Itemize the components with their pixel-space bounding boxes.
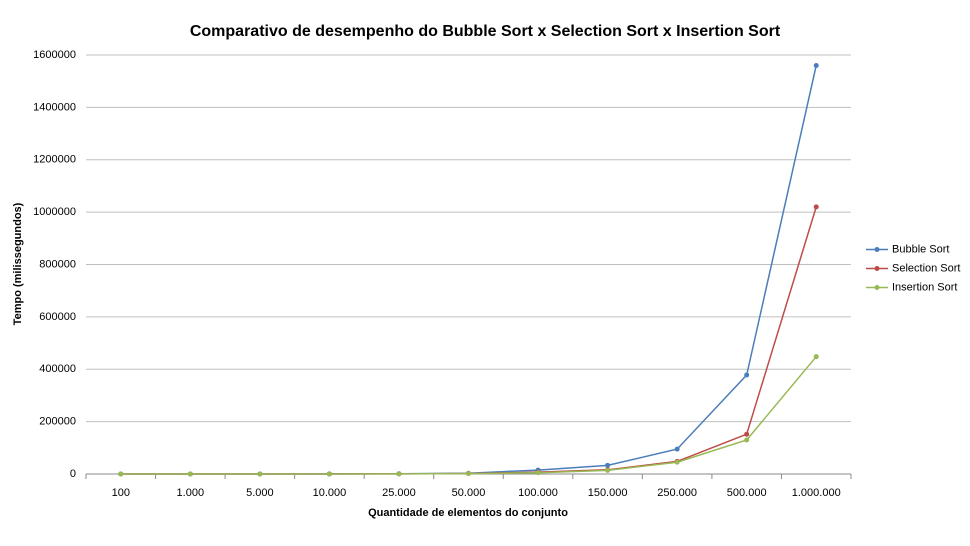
point <box>744 437 750 443</box>
x-tick-label: 100.000 <box>518 487 558 499</box>
point <box>187 471 193 477</box>
point <box>744 372 750 378</box>
point <box>744 431 750 437</box>
y-tick-label: 1200000 <box>33 154 76 166</box>
chart-title: Comparativo de desempenho do Bubble Sort… <box>190 23 781 40</box>
y-tick-label: 200000 <box>39 416 76 428</box>
legend-marker <box>874 266 880 271</box>
y-tick-label: 400000 <box>39 363 76 375</box>
point <box>674 446 680 452</box>
y-tick-label: 800000 <box>39 258 76 270</box>
point <box>605 467 611 473</box>
y-axis-title: Tempo (milissegundos) <box>12 202 24 325</box>
legend-marker <box>874 285 880 290</box>
legend-label: Selection Sort <box>892 262 960 274</box>
point <box>535 470 541 476</box>
x-tick-label: 150.000 <box>588 487 628 499</box>
point <box>605 462 611 468</box>
y-tick-label: 600000 <box>39 311 76 323</box>
x-tick-label: 50.000 <box>452 487 486 499</box>
x-tick-label: 500.000 <box>727 487 767 499</box>
point <box>813 204 819 210</box>
point <box>813 354 819 360</box>
point <box>396 471 402 477</box>
y-tick-label: 0 <box>70 468 76 480</box>
x-tick-label: 100 <box>112 487 130 499</box>
legend-label: Insertion Sort <box>892 281 957 293</box>
legend-marker <box>874 247 880 252</box>
point <box>813 62 819 68</box>
point <box>257 471 263 477</box>
x-axis-title: Quantidade de elementos do conjunto <box>368 507 568 519</box>
point <box>466 471 471 477</box>
legend-label: Bubble Sort <box>892 243 949 255</box>
y-tick-label: 1400000 <box>33 101 76 113</box>
point <box>674 459 680 465</box>
x-tick-label: 5.000 <box>246 487 274 499</box>
x-tick-label: 10.000 <box>313 487 347 499</box>
x-tick-label: 1.000.000 <box>792 487 841 499</box>
y-tick-label: 1600000 <box>33 49 76 61</box>
point <box>118 471 124 477</box>
x-tick-label: 250.000 <box>657 487 697 499</box>
x-tick-label: 1.000 <box>177 487 205 499</box>
x-tick-label: 25.000 <box>382 487 416 499</box>
y-tick-label: 1000000 <box>33 206 76 218</box>
point <box>326 471 332 477</box>
